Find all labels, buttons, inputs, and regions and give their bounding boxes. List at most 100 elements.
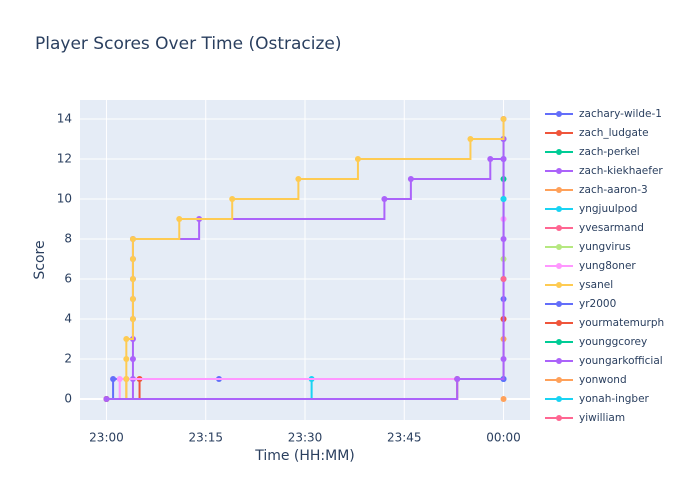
legend-item[interactable]: yvesarmand <box>545 222 644 234</box>
y-tick-label: 2 <box>64 352 72 366</box>
legend-label: yvesarmand <box>579 222 644 234</box>
legend-item[interactable]: zach-perkel <box>545 146 640 158</box>
legend-marker <box>556 206 562 212</box>
y-tick-label: 14 <box>57 112 72 126</box>
data-point <box>129 296 136 302</box>
data-point <box>129 256 136 262</box>
data-point <box>500 356 507 362</box>
data-point <box>123 376 130 382</box>
legend-label: zach-aaron-3 <box>579 184 648 196</box>
legend-label: youngarkofficial <box>579 355 663 367</box>
data-point <box>129 236 136 242</box>
series-line <box>106 119 505 400</box>
data-point <box>176 216 183 222</box>
legend-label: yngjuulpod <box>579 203 637 215</box>
legend-label: zachary-wilde-1 <box>579 108 662 120</box>
x-axis-title: Time (HH:MM) <box>254 448 355 464</box>
legend-item[interactable]: younggcorey <box>545 336 647 348</box>
data-point <box>467 136 474 142</box>
legend-label: yiwilliam <box>579 412 625 424</box>
legend-label: yung8oner <box>579 260 636 272</box>
legend-label: zach-kiekhaefer <box>579 165 663 177</box>
plot <box>103 116 507 402</box>
data-point <box>487 156 494 162</box>
legend-marker <box>556 377 562 383</box>
data-point <box>354 156 361 162</box>
legend-marker <box>556 149 562 155</box>
chart-title: Player Scores Over Time (Ostracize) <box>35 34 342 54</box>
y-tick-label: 12 <box>57 152 72 166</box>
legend-label: zach_ludgate <box>579 127 649 139</box>
legend-item[interactable]: zachary-wilde-1 <box>545 108 662 120</box>
data-point <box>407 176 414 182</box>
legend-label: yonwond <box>579 374 627 386</box>
grid <box>80 100 530 420</box>
legend-label: younggcorey <box>579 336 647 348</box>
legend-item[interactable]: yr2000 <box>545 298 616 310</box>
data-point <box>129 276 136 282</box>
data-point <box>129 316 136 322</box>
legend-marker <box>556 168 562 174</box>
data-point <box>500 276 507 282</box>
data-point <box>454 376 461 382</box>
y-tick-label: 4 <box>64 312 72 326</box>
data-point <box>116 376 123 382</box>
legend-marker <box>556 187 562 193</box>
legend-marker <box>556 282 562 288</box>
y-tick-label: 0 <box>64 392 72 406</box>
legend-item[interactable]: zach-kiekhaefer <box>545 165 663 177</box>
legend-item[interactable]: yiwilliam <box>545 412 625 424</box>
legend-marker <box>556 301 562 307</box>
legend-label: yonah-ingber <box>579 393 650 405</box>
data-point <box>123 356 130 362</box>
x-tick-label: 23:00 <box>89 431 124 445</box>
y-tick-label: 10 <box>57 192 72 206</box>
legend-label: zach-perkel <box>579 146 640 158</box>
legend-item[interactable]: youngarkofficial <box>545 355 663 367</box>
legend-marker <box>556 396 562 402</box>
legend-item[interactable]: yonah-ingber <box>545 393 650 405</box>
legend-label: yourmatemurph <box>579 317 664 329</box>
legend-marker <box>556 225 562 231</box>
data-point <box>500 396 507 402</box>
data-point <box>500 196 507 202</box>
data-point <box>123 336 130 342</box>
data-point <box>110 376 117 382</box>
legend-item[interactable]: yonwond <box>545 374 627 386</box>
y-axis-title: Score <box>32 240 48 279</box>
x-tick-label: 23:45 <box>387 431 422 445</box>
legend-marker <box>556 339 562 345</box>
data-point <box>500 156 507 162</box>
y-tick-label: 6 <box>64 272 72 286</box>
data-point <box>500 116 507 122</box>
legend-item[interactable]: zach-aaron-3 <box>545 184 648 196</box>
legend-label: yungvirus <box>579 241 631 253</box>
legend-marker <box>556 320 562 326</box>
legend-marker <box>556 358 562 364</box>
legend-item[interactable]: yourmatemurph <box>545 317 664 329</box>
x-tick-label: 00:00 <box>486 431 521 445</box>
data-point <box>129 356 136 362</box>
legend-label: ysanel <box>579 279 613 291</box>
legend-item[interactable]: yngjuulpod <box>545 203 637 215</box>
series-line <box>106 119 505 400</box>
data-point <box>381 196 388 202</box>
legend: zachary-wilde-1 zach_ludgate zach-perkel za… <box>545 108 664 424</box>
legend-marker <box>556 244 562 250</box>
legend-marker <box>556 415 562 421</box>
legend-marker <box>556 111 562 117</box>
legend-marker <box>556 130 562 136</box>
data-point <box>295 176 302 182</box>
data-point <box>103 396 110 402</box>
legend-item[interactable]: yung8oner <box>545 260 636 272</box>
legend-item[interactable]: zach_ludgate <box>545 127 649 139</box>
legend-item[interactable]: yungvirus <box>545 241 631 253</box>
x-tick-label: 23:30 <box>288 431 323 445</box>
legend-label: yr2000 <box>579 298 616 310</box>
x-tick-label: 23:15 <box>188 431 223 445</box>
legend-item[interactable]: ysanel <box>545 279 613 291</box>
data-point <box>229 196 236 202</box>
data-point <box>500 236 507 242</box>
y-tick-label: 8 <box>64 232 72 246</box>
